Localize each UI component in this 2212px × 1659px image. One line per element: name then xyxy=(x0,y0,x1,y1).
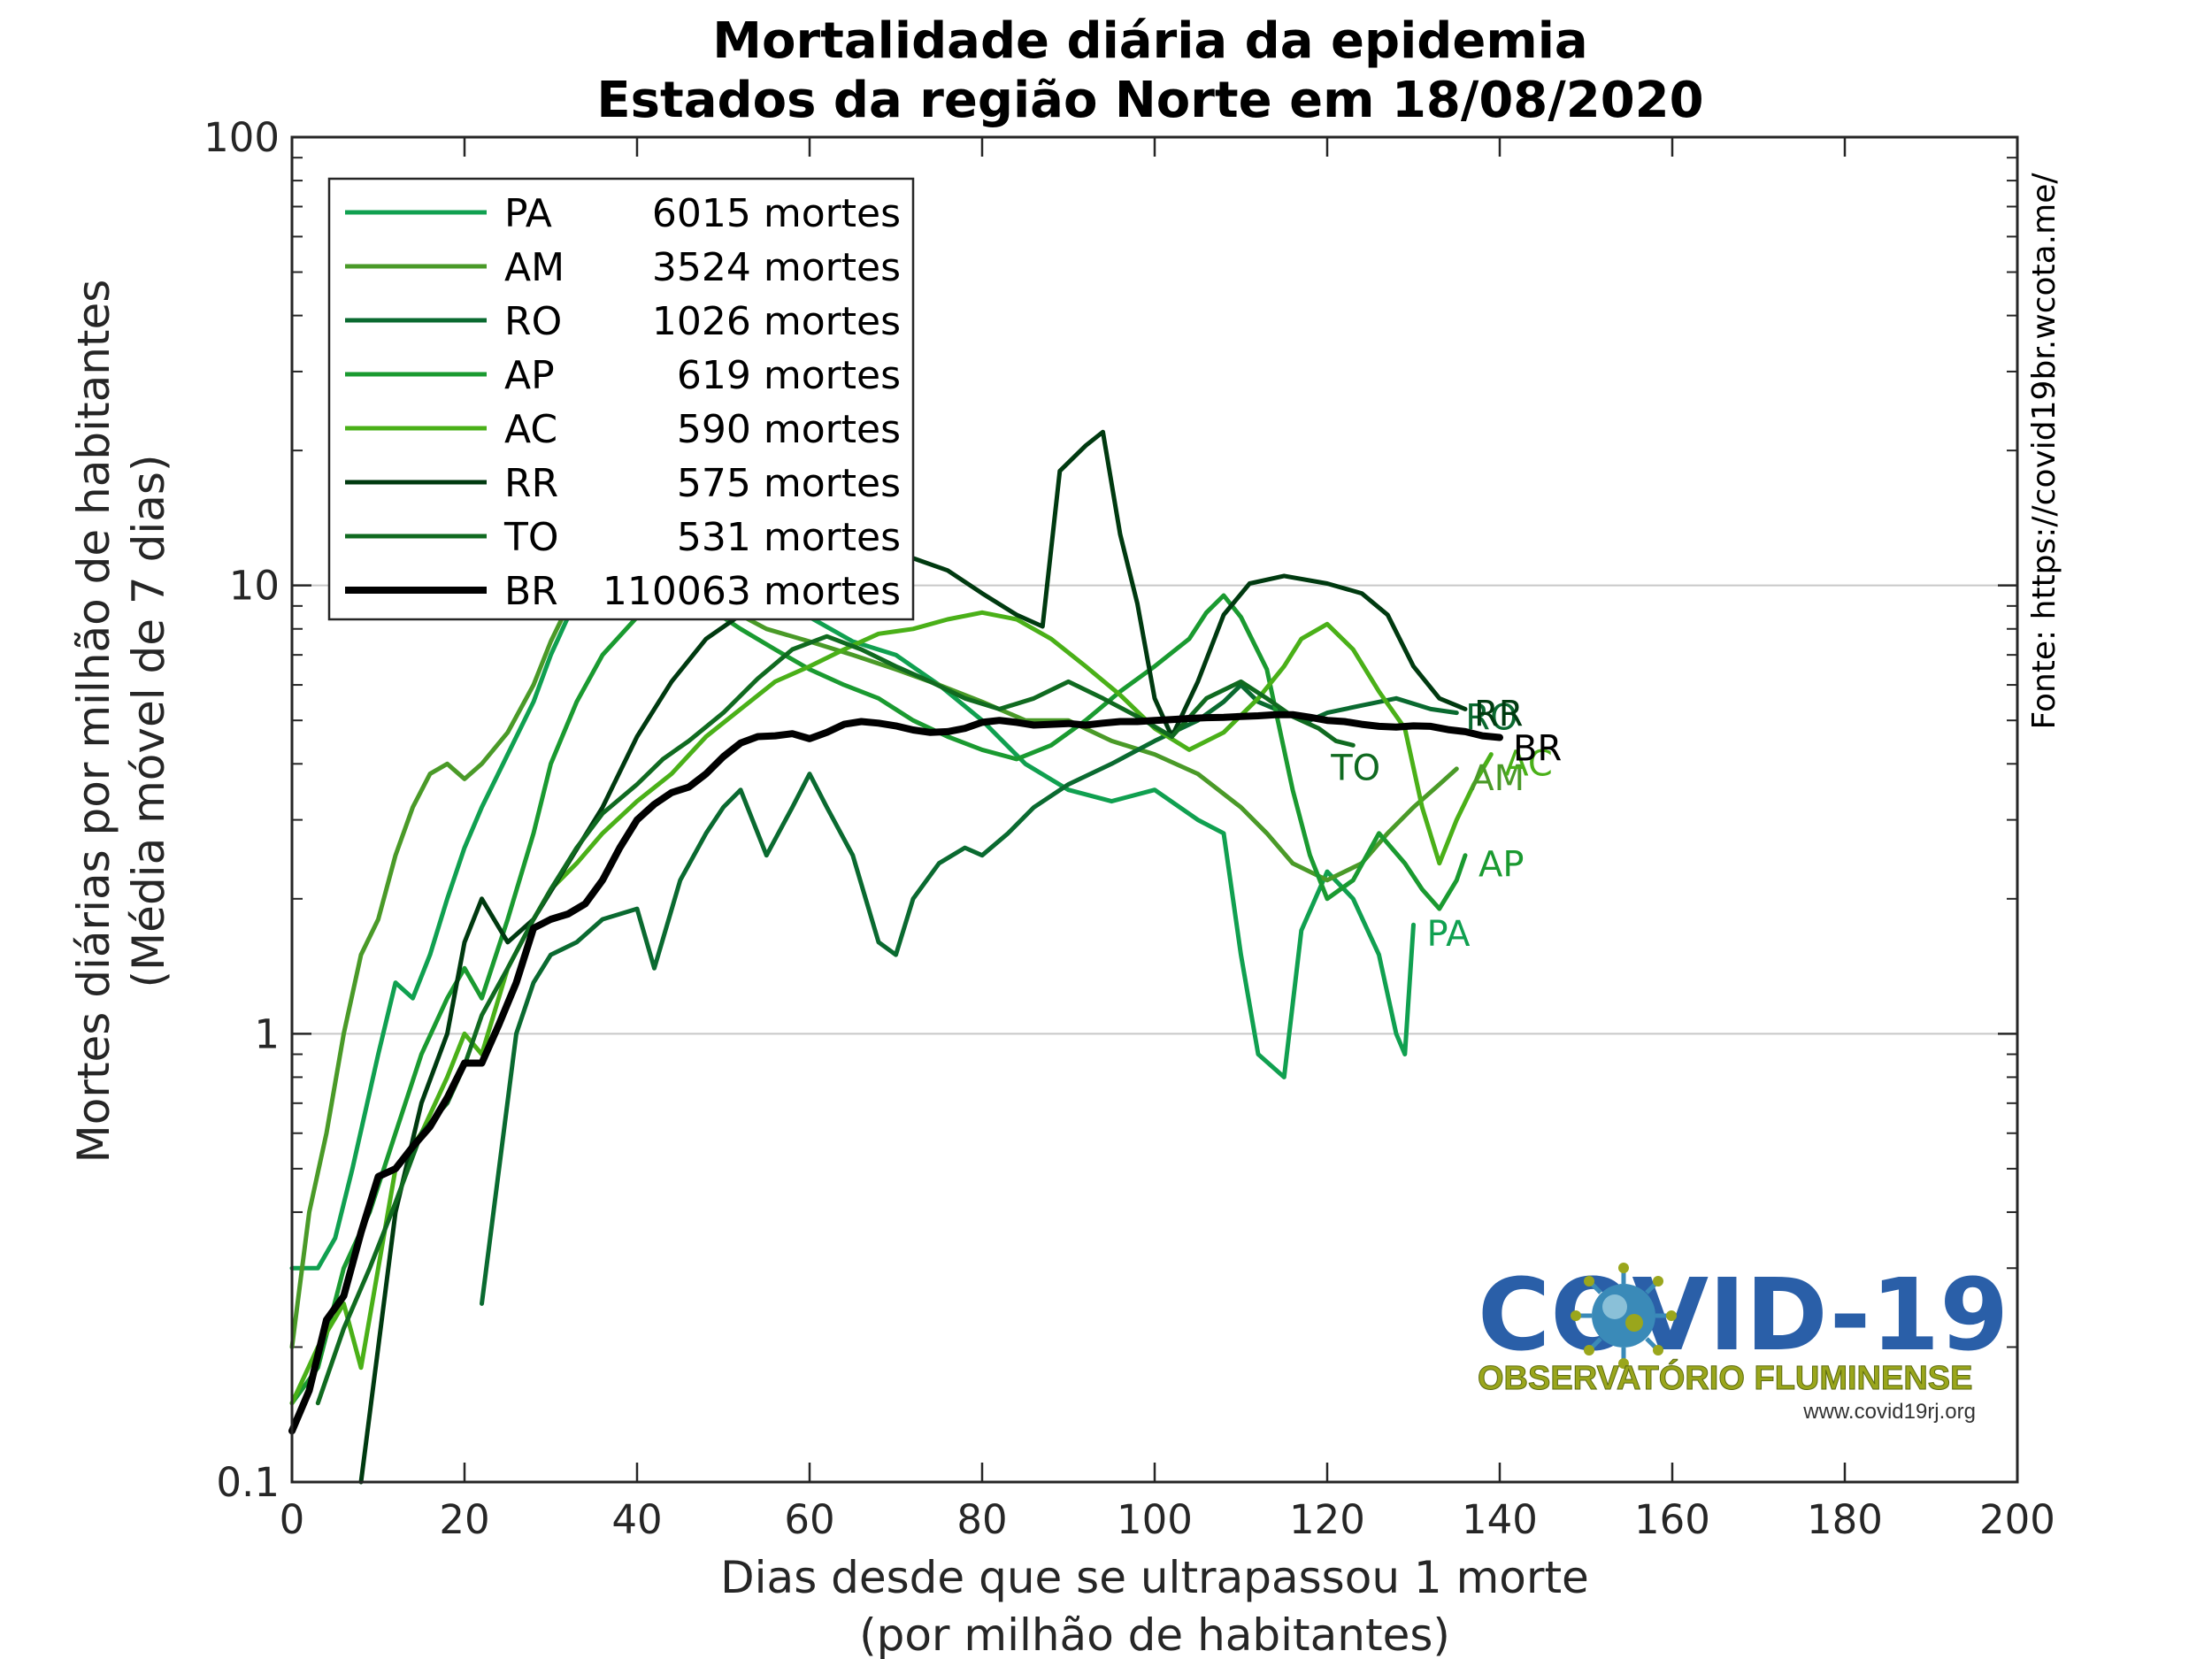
y-tick-label: 1 xyxy=(254,1010,280,1057)
x-tick-label: 60 xyxy=(784,1496,834,1543)
logo-subtitle: OBSERVATÓRIO FLUMINENSE xyxy=(1478,1358,1972,1397)
legend-label-br: BR xyxy=(504,569,558,614)
end-label-to: TO xyxy=(1330,748,1380,788)
end-label-ap: AP xyxy=(1479,845,1524,886)
end-label-br: BR xyxy=(1513,728,1562,769)
end-label-rr: RR xyxy=(1474,694,1524,734)
x-tick-label: 100 xyxy=(1117,1496,1193,1543)
series-line-rr xyxy=(358,429,1468,1485)
legend-count-to: 531 mortes xyxy=(677,515,901,560)
end-label-ro: RO xyxy=(1465,698,1517,739)
series-line-ap xyxy=(289,593,1468,1406)
virus-icon xyxy=(1571,1263,1677,1369)
y-axis-label-line1: Mortes diárias por milhão de habitantes xyxy=(68,280,119,1164)
end-label-ac: AC xyxy=(1504,744,1553,785)
x-tick-label: 160 xyxy=(1634,1496,1710,1543)
x-tick-label: 140 xyxy=(1462,1496,1538,1543)
legend-label-ac: AC xyxy=(504,407,557,452)
end-label-pa: PA xyxy=(1427,914,1471,955)
legend-count-ac: 590 mortes xyxy=(677,407,901,452)
legend-label-rr: RR xyxy=(504,461,558,506)
legend-label-pa: PA xyxy=(504,191,552,236)
x-axis-label-line1: Dias desde que se ultrapassou 1 morte xyxy=(720,1552,1589,1603)
legend-count-ap: 619 mortes xyxy=(677,353,901,398)
end-labels: PA AM RO AP AC RR TO BR xyxy=(1330,694,1562,955)
legend-label-ro: RO xyxy=(504,299,562,344)
chart-title: Mortalidade diária da epidemia xyxy=(712,12,1587,70)
legend: PA 6015 mortes AM 3524 mortes RO 1026 mortes A… xyxy=(327,177,915,621)
y-tick-label: 100 xyxy=(204,114,280,161)
x-axis-label-line2: (por milhão de habitantes) xyxy=(859,1609,1450,1659)
x-tick-label: 20 xyxy=(439,1496,489,1543)
x-axis: 0 20 40 60 80 100 120 140 160 180 200 xyxy=(280,137,2055,1543)
legend-label-to: TO xyxy=(503,515,559,560)
y-axis-label: Mortes diárias por milhão de habitantes … xyxy=(68,280,174,1164)
series-line-br xyxy=(288,710,1503,1435)
y-tick-label: 0.1 xyxy=(216,1459,280,1506)
x-tick-label: 0 xyxy=(280,1496,305,1543)
legend-label-am: AM xyxy=(504,245,565,290)
logo-title: COVID-19 xyxy=(1478,1258,2008,1373)
chart-subtitle: Estados da região Norte em 18/08/2020 xyxy=(596,72,1703,129)
logo-url: www.covid19rj.org xyxy=(1802,1400,1976,1424)
legend-box xyxy=(327,177,915,621)
y-axis-label-line2: (Média móvel de 7 dias) xyxy=(123,455,174,988)
covid19-logo: COVID-19 OBSERVATÓRIO FLUMINE xyxy=(1478,1258,2009,1424)
legend-count-br: 110063 mortes xyxy=(603,569,901,614)
legend-count-pa: 6015 mortes xyxy=(652,191,901,236)
legend-count-rr: 575 mortes xyxy=(677,461,901,506)
legend-count-am: 3524 mortes xyxy=(652,245,901,290)
x-tick-label: 80 xyxy=(956,1496,1007,1543)
source-text: Fonte: https://covid19br.wcota.me/ xyxy=(2026,173,2062,730)
legend-label-ap: AP xyxy=(504,353,555,398)
x-tick-label: 200 xyxy=(1979,1496,2055,1543)
x-tick-label: 40 xyxy=(611,1496,662,1543)
series-line-ro xyxy=(480,682,1459,1306)
x-tick-label: 180 xyxy=(1807,1496,1883,1543)
y-tick-label: 10 xyxy=(229,563,280,610)
x-tick-label: 120 xyxy=(1289,1496,1365,1543)
end-label-am: AM xyxy=(1470,758,1525,799)
series-line-ac xyxy=(289,610,1494,1406)
legend-count-ro: 1026 mortes xyxy=(652,299,901,344)
plot-frame xyxy=(290,135,2019,1484)
